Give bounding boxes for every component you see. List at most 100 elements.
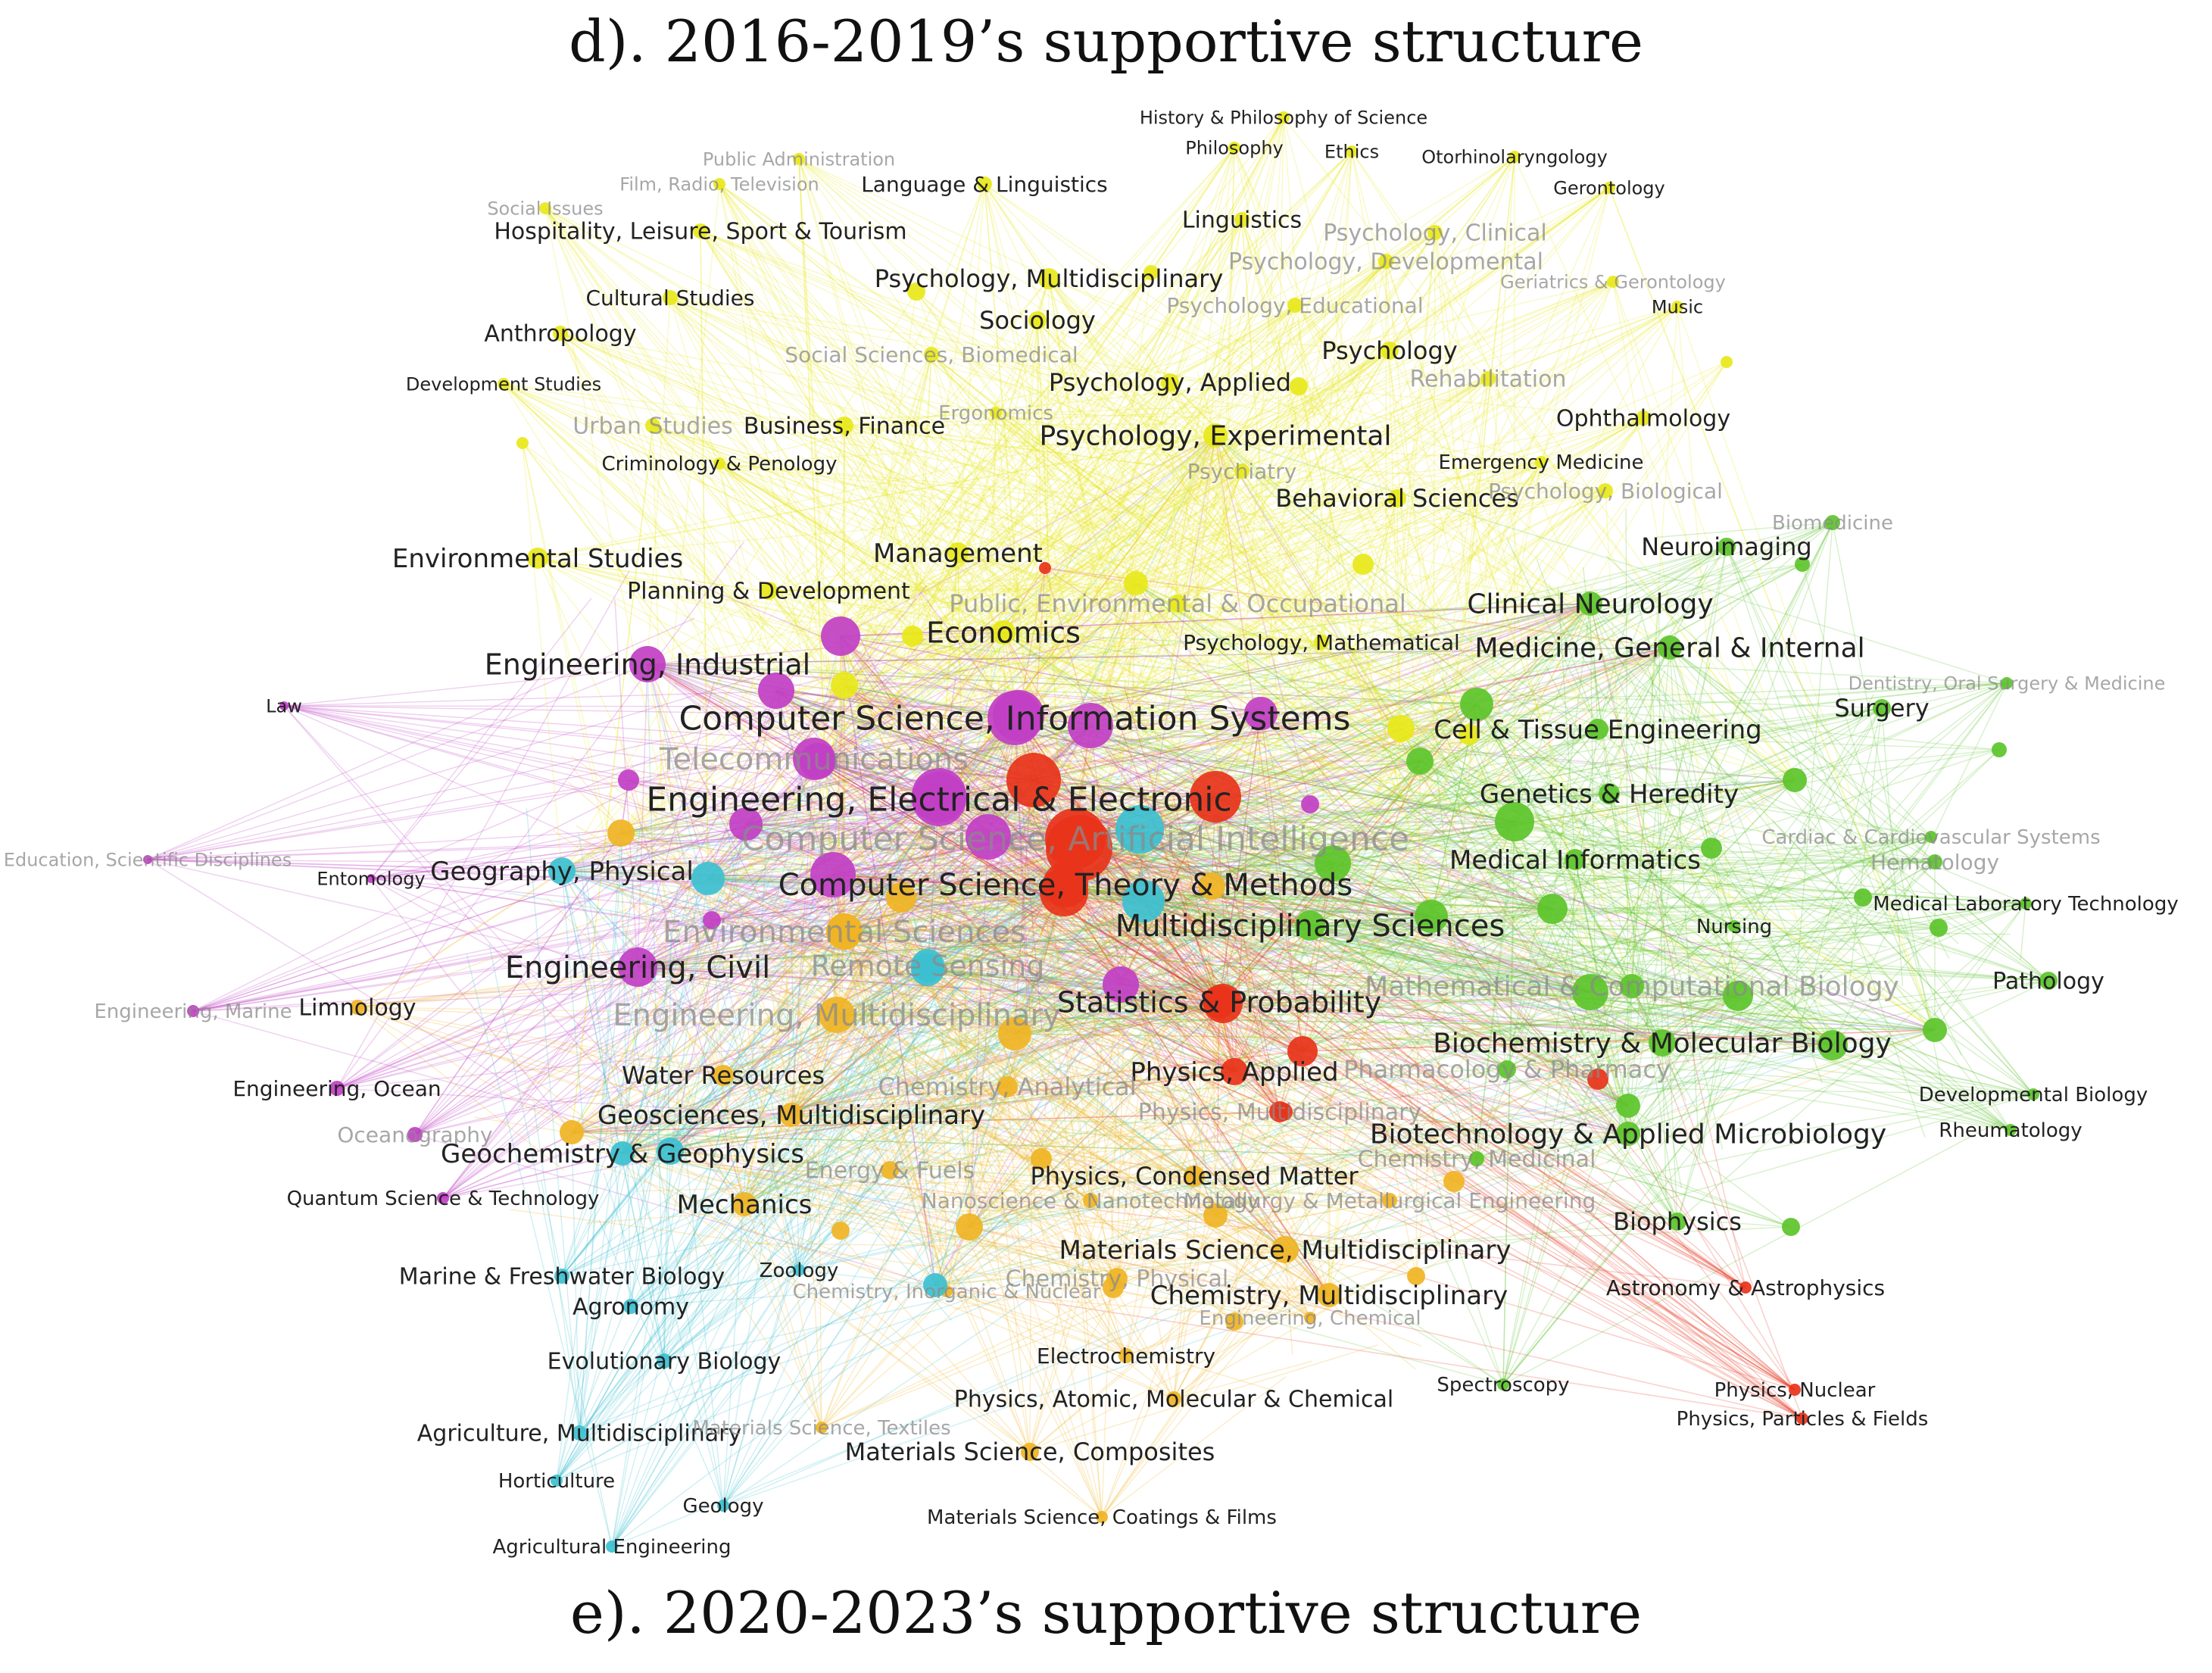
network-edge (719, 463, 1140, 830)
network-edge (637, 603, 1591, 968)
network-node[interactable] (1721, 356, 1733, 368)
network-edge (1215, 435, 1795, 1391)
network-edge (1215, 435, 2011, 1131)
network-node[interactable] (831, 672, 858, 699)
network-node[interactable] (1783, 768, 1807, 792)
network-edge (571, 1071, 1235, 1133)
network-edge (900, 793, 1610, 898)
network-edge (336, 1003, 1224, 1089)
network-node[interactable] (1352, 554, 1374, 575)
network-edge (1430, 916, 1795, 1391)
network-node[interactable] (516, 437, 529, 449)
network-edge (1631, 306, 1678, 987)
network-edge (798, 158, 1629, 1106)
network-edge (817, 350, 1390, 762)
network-node[interactable] (1782, 1218, 1800, 1236)
network-edge (700, 230, 1235, 1072)
network-edge (1502, 991, 1591, 1385)
network-edge (571, 425, 654, 1133)
network-node[interactable] (1930, 919, 1948, 937)
network-node[interactable] (1387, 715, 1415, 742)
network-edge (1003, 632, 1281, 1113)
network-edge (192, 870, 563, 1012)
network-edge (1139, 793, 1610, 830)
network-edge (791, 382, 1171, 1116)
network-node[interactable] (607, 819, 635, 847)
network-edge (147, 859, 623, 1154)
node-label: Materials Science, Coatings & Films (927, 1506, 1277, 1529)
network-edge (969, 350, 1390, 1228)
network-node[interactable] (618, 769, 639, 791)
caption-bottom: e). 2020-2023’s supportive structure (569, 1579, 1643, 1646)
network-edge (700, 230, 1936, 1031)
node-label: Engineering, Electrical & Electronic (646, 780, 1231, 819)
network-edge (1075, 603, 1591, 839)
network-edge (1120, 859, 1576, 985)
network-edge (1014, 522, 1833, 1035)
network-edge (579, 832, 622, 1434)
network-edge (652, 425, 1065, 893)
network-edge (466, 954, 613, 1547)
node-label: Emergency Medicine (1438, 451, 1643, 474)
network-edge (414, 916, 1432, 1135)
network-edge (775, 690, 940, 800)
node-label: Medical Laboratory Technology (1873, 893, 2178, 916)
network-node[interactable] (1854, 888, 1872, 907)
node-label: Urban Studies (572, 414, 733, 440)
network-edge (722, 685, 845, 1506)
network-edge (1218, 490, 1606, 1003)
network-node[interactable] (1290, 377, 1308, 395)
network-edge (1612, 281, 1795, 781)
node-label: Computer Science, Theory & Methods (778, 868, 1353, 903)
network-node[interactable] (1992, 742, 2007, 757)
network-node[interactable] (1701, 838, 1722, 859)
network-node[interactable] (821, 616, 860, 656)
network-node[interactable] (691, 862, 725, 895)
network-edge (1284, 187, 1610, 1250)
network-edge (147, 859, 1432, 917)
network-edge (544, 208, 845, 932)
network-edge (927, 378, 1489, 970)
network-edge (647, 647, 1671, 665)
network-edge (1075, 838, 1735, 927)
network-node[interactable] (1616, 1094, 1640, 1118)
network-edge (1514, 156, 1795, 781)
network-edge (840, 151, 1352, 637)
network-node[interactable] (902, 626, 923, 647)
network-edge (561, 870, 724, 1506)
network-edge (571, 425, 654, 1133)
network-edge (1321, 641, 1330, 1296)
network-edge (844, 350, 1390, 932)
network-edge (1037, 320, 1235, 1072)
node-label: Psychology, Biological (1488, 479, 1723, 504)
node-label: Geography, Physical (430, 857, 694, 887)
network-edge (768, 590, 1224, 1004)
network-node[interactable] (1301, 795, 1319, 813)
node-label: Public Administration (703, 148, 895, 170)
network-edge (1389, 350, 1421, 762)
network-edge (537, 557, 1633, 987)
network-edge (1218, 713, 1262, 1003)
network-edge (663, 1001, 1220, 1362)
network-node[interactable] (1537, 894, 1568, 924)
network-edge (719, 183, 989, 838)
network-edge (1211, 641, 1322, 887)
network-node[interactable] (1923, 1018, 1947, 1042)
network-edge (283, 705, 1432, 917)
network-edge (1065, 884, 1311, 926)
network-node[interactable] (831, 1222, 850, 1240)
network-edge (561, 779, 1795, 872)
network-node[interactable] (1406, 748, 1434, 775)
node-label: Energy & Fuels (805, 1158, 975, 1185)
network-edge (414, 1134, 936, 1286)
network-edge (622, 603, 1591, 1154)
network-edge (987, 836, 2011, 1131)
network-node[interactable] (956, 1213, 983, 1241)
network-edge (647, 297, 671, 665)
network-edge (561, 861, 1936, 872)
network-edge (1669, 647, 2049, 982)
network-edge (1241, 470, 1421, 762)
node-label: Medicine, General & Internal (1474, 633, 1864, 664)
node-label: Physics, Multidisciplinary (1138, 1100, 1421, 1126)
caption-top: d). 2016-2019’s supportive structure (569, 8, 1643, 75)
